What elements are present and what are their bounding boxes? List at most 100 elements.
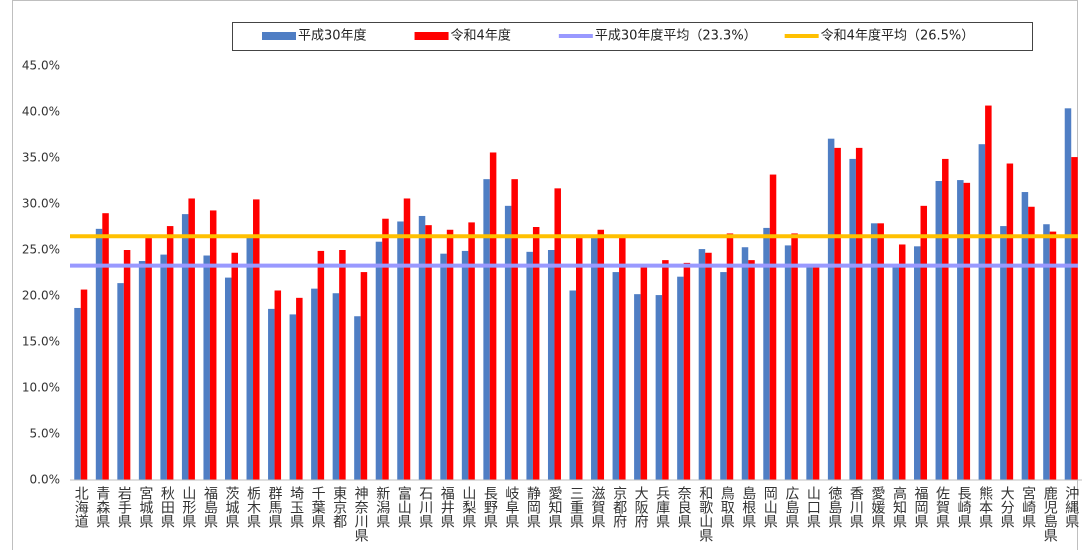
bar <box>662 260 669 480</box>
bar <box>920 205 928 480</box>
legend-label: 平成30年度 <box>298 28 367 44</box>
bar <box>914 246 921 480</box>
bar <box>554 188 561 481</box>
bar <box>504 205 512 480</box>
bar <box>440 253 447 480</box>
x-tick-label: 青森県 <box>94 486 110 528</box>
bar <box>855 147 863 480</box>
bar <box>160 254 167 480</box>
x-tick-label: 高知県 <box>891 485 907 528</box>
x-tick-label: 大阪府 <box>633 486 649 529</box>
x-tick-label: 山梨県 <box>460 486 476 528</box>
bar <box>827 138 835 480</box>
x-tick-label: 千葉県 <box>310 486 326 528</box>
bar <box>870 223 878 480</box>
bar <box>317 250 325 480</box>
bar <box>166 226 174 480</box>
bar <box>468 222 475 480</box>
bar <box>418 215 426 480</box>
bar <box>942 158 949 481</box>
x-tick-label: 愛知県 <box>546 486 562 528</box>
bar <box>683 262 691 480</box>
x-tick-label: 山形県 <box>180 486 196 528</box>
x-tick-label: 大分県 <box>999 486 1015 528</box>
legend-label: 令和4年度平均（26.5%） <box>821 28 975 44</box>
x-tick-label: 島根県 <box>740 486 756 528</box>
bar <box>526 251 533 480</box>
x-tick-label: 石川県 <box>417 486 433 528</box>
x-tick-label: 福島県 <box>202 486 218 528</box>
x-tick-label: 宮城県 <box>137 486 153 528</box>
legend-label: 令和4年度 <box>451 28 511 44</box>
y-tick-label: 20.0% <box>22 289 60 303</box>
bar <box>812 267 820 480</box>
x-tick-label: 栃木県 <box>245 486 261 528</box>
x-tick-label: 香川県 <box>848 486 864 528</box>
x-tick-label: 鳥取県 <box>719 486 735 528</box>
bar <box>726 233 734 480</box>
bar <box>569 290 576 480</box>
bar <box>597 229 605 480</box>
bar <box>268 308 275 480</box>
bar <box>619 237 626 480</box>
y-tick-label: 30.0% <box>22 197 60 211</box>
x-tick-label: 滋賀県 <box>590 486 606 528</box>
bar <box>311 288 318 480</box>
bar <box>1043 224 1050 480</box>
bar <box>246 236 254 480</box>
bar <box>834 147 841 480</box>
y-tick-label: 10.0% <box>22 381 60 395</box>
bar <box>188 198 195 481</box>
bar <box>634 294 641 480</box>
bar <box>231 252 238 480</box>
y-tick-label: 45.0% <box>22 59 60 73</box>
bar <box>397 221 404 481</box>
bar <box>181 214 189 480</box>
bar <box>117 283 124 480</box>
bar <box>489 152 497 481</box>
bar <box>274 290 282 480</box>
x-tick-label: 群馬県 <box>267 486 283 528</box>
x-tick-label: 愛媛県 <box>869 486 885 528</box>
bar <box>935 181 943 480</box>
bar <box>677 276 684 480</box>
bar <box>483 179 490 480</box>
bar <box>655 295 663 480</box>
x-tick-label: 徳島県 <box>826 486 842 528</box>
bar <box>446 229 454 480</box>
legend-box <box>232 22 1033 51</box>
x-tick-label: 富山県 <box>396 485 412 528</box>
bar <box>102 213 109 480</box>
bar <box>1028 206 1035 480</box>
bar <box>375 241 383 480</box>
x-tick-label: 福井県 <box>439 486 455 528</box>
legend-swatch <box>414 32 449 40</box>
bar <box>1006 163 1014 480</box>
x-tick-label: 岡山県 <box>762 486 778 528</box>
x-tick-label: 奈良県 <box>676 486 692 528</box>
x-tick-label: 静岡県 <box>525 486 541 528</box>
bar <box>547 250 555 480</box>
x-tick-label: 岩手県 <box>116 486 132 528</box>
bar <box>382 218 389 480</box>
x-tick-label: 京都府 <box>611 486 627 529</box>
y-tick-label: 5.0% <box>30 427 61 441</box>
x-tick-label: 福岡県 <box>913 486 929 528</box>
x-tick-label: 広島県 <box>783 486 799 528</box>
x-tick-label: 熊本県 <box>977 486 993 528</box>
bar <box>1064 108 1072 480</box>
bar <box>403 198 411 481</box>
x-tick-label: 鹿児島県 <box>1042 485 1058 542</box>
bar <box>705 252 712 480</box>
bar <box>640 266 648 480</box>
bar <box>253 199 260 480</box>
bar <box>1049 231 1057 480</box>
bar <box>1021 192 1029 481</box>
y-tick-label: 25.0% <box>22 243 60 257</box>
x-tick-label: 和歌山県 <box>697 486 713 542</box>
bar <box>425 225 432 480</box>
x-tick-label: 埼玉県 <box>288 486 304 528</box>
x-tick-label: 長崎県 <box>956 486 972 528</box>
